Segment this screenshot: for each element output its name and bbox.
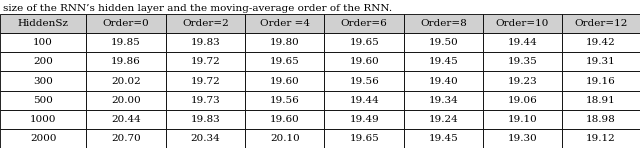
Text: size of the RNN’s hidden layer and the moving-average order of the RNN.: size of the RNN’s hidden layer and the m… [3, 4, 392, 13]
